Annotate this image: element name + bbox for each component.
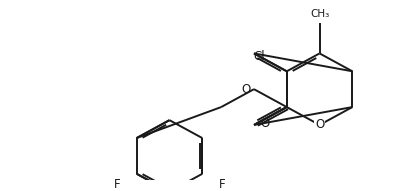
Text: CH₃: CH₃ [310, 9, 329, 19]
Text: F: F [219, 178, 225, 191]
Text: O: O [242, 83, 251, 96]
Text: O: O [315, 118, 324, 131]
Text: O: O [260, 117, 270, 130]
Text: F: F [114, 178, 120, 191]
Text: Cl: Cl [253, 50, 265, 63]
